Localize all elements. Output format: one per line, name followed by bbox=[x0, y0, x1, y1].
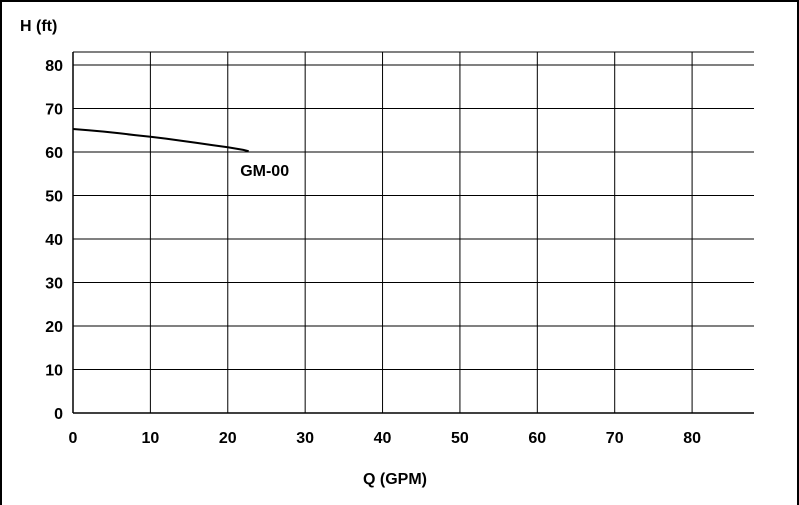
x-tick-label: 80 bbox=[683, 430, 701, 447]
y-tick-label: 70 bbox=[45, 102, 63, 119]
x-tick-label: 50 bbox=[451, 430, 469, 447]
y-tick-label: 80 bbox=[45, 58, 63, 75]
y-tick-label: 10 bbox=[45, 363, 63, 380]
x-axis-label: Q (GPM) bbox=[363, 471, 427, 488]
x-tick-label: 70 bbox=[606, 430, 624, 447]
y-axis-label: H (ft) bbox=[20, 18, 57, 35]
x-tick-label: 0 bbox=[69, 430, 78, 447]
x-tick-label: 30 bbox=[296, 430, 314, 447]
y-tick-label: 40 bbox=[45, 232, 63, 249]
x-tick-label: 20 bbox=[219, 430, 237, 447]
series-label-gm-00: GM-00 bbox=[240, 163, 289, 180]
series-line-gm-00 bbox=[72, 128, 249, 153]
tick-labels: 0 10 20 30 40 50 60 70 80 0 10 20 30 40 50 60 70 80 bbox=[45, 58, 701, 447]
y-tick-label: 0 bbox=[54, 406, 63, 423]
x-tick-label: 40 bbox=[374, 430, 392, 447]
y-tick-label: 50 bbox=[45, 189, 63, 206]
y-tick-label: 20 bbox=[45, 319, 63, 336]
grid bbox=[72, 51, 754, 414]
series-layer: GM-00 bbox=[72, 128, 289, 180]
y-tick-label: 60 bbox=[45, 145, 63, 162]
y-tick-label: 30 bbox=[45, 276, 63, 293]
x-tick-label: 60 bbox=[528, 430, 546, 447]
x-tick-label: 10 bbox=[141, 430, 159, 447]
